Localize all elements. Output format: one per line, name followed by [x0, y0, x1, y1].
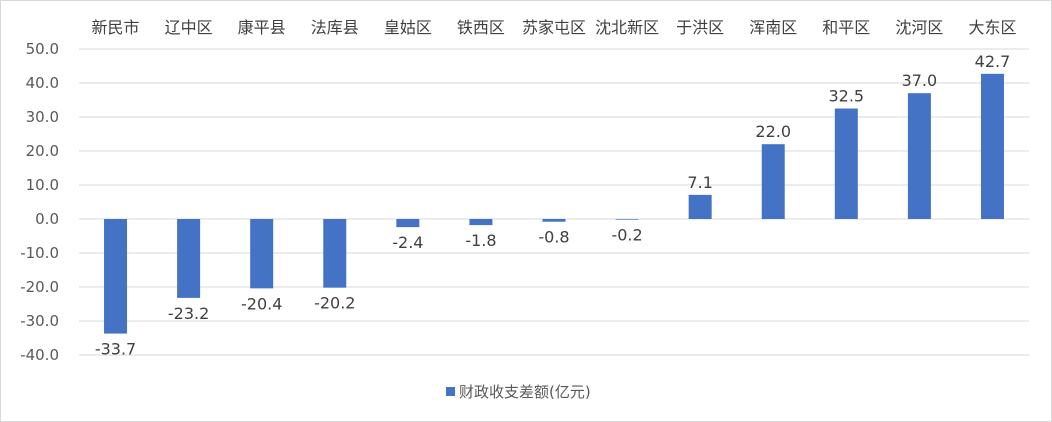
- category-label: 法库县: [311, 18, 359, 37]
- category-label: 于洪区: [676, 18, 724, 37]
- y-tick-label: -20.0: [20, 278, 59, 296]
- data-label: -20.2: [314, 294, 355, 313]
- category-label: 苏家屯区: [522, 18, 586, 37]
- y-tick-label: 50.0: [26, 40, 59, 58]
- bar: [615, 219, 639, 220]
- bar: [688, 194, 712, 219]
- data-label: 22.0: [755, 122, 791, 141]
- category-label: 沈北新区: [595, 18, 659, 37]
- category-label: 沈河区: [895, 18, 943, 37]
- data-label: -23.2: [168, 304, 209, 323]
- bar: [834, 108, 858, 219]
- bar: [907, 93, 931, 219]
- legend-swatch: [446, 387, 455, 396]
- category-label: 浑南区: [749, 18, 797, 37]
- data-label: -0.2: [611, 226, 642, 245]
- y-tick-label: -10.0: [20, 244, 59, 262]
- category-label: 铁西区: [457, 18, 505, 37]
- bar: [104, 219, 128, 334]
- data-label: 42.7: [975, 52, 1011, 71]
- bar: [761, 144, 785, 219]
- bar: [323, 219, 347, 288]
- y-tick-label: 40.0: [26, 74, 59, 92]
- bar: [469, 219, 493, 226]
- data-labels: -33.7 -23.2 -20.4 -20.2 -2.4 -1.8 -0.8 -0.2 7.1 2…: [95, 52, 1010, 359]
- bar: [980, 73, 1004, 219]
- category-labels: 新民市 辽中区 康平县 法库县 皇姑区 铁西区 苏家屯区 沈北新区 于洪区 浑南区 和平区 沈河区 大东…: [92, 18, 1017, 37]
- bar: [396, 219, 420, 228]
- category-label: 辽中区: [165, 18, 213, 37]
- y-tick-label: 20.0: [26, 142, 59, 160]
- data-label: -1.8: [465, 231, 496, 250]
- y-tick-label: -30.0: [20, 312, 59, 330]
- y-tick-label: 0.0: [35, 210, 59, 228]
- category-label: 皇姑区: [384, 18, 432, 37]
- bar: [250, 219, 274, 289]
- data-label: 7.1: [687, 173, 712, 192]
- bar: [542, 219, 566, 222]
- data-label: 32.5: [828, 87, 864, 106]
- y-tick-label: -40.0: [20, 346, 59, 364]
- legend: 财政收支差额(亿元): [446, 383, 591, 401]
- category-label: 和平区: [822, 18, 870, 37]
- gridlines: [79, 48, 1029, 356]
- category-label: 康平县: [238, 18, 286, 37]
- category-label: 新民市: [92, 18, 140, 37]
- legend-series-label: 财政收支差额(亿元): [459, 383, 591, 401]
- y-axis-tick-labels: 50.0 40.0 30.0 20.0 10.0 0.0 -10.0 -20.0 -30.0 -4…: [20, 40, 59, 364]
- data-label: -2.4: [392, 233, 423, 252]
- data-label: -33.7: [95, 340, 136, 359]
- bar: [177, 219, 201, 298]
- data-label: -0.8: [538, 228, 569, 247]
- y-tick-label: 30.0: [26, 108, 59, 126]
- y-tick-label: 10.0: [26, 176, 59, 194]
- category-label: 大东区: [968, 18, 1016, 37]
- bars: [104, 73, 1004, 334]
- data-label: -20.4: [241, 294, 282, 313]
- data-label: 37.0: [902, 71, 938, 90]
